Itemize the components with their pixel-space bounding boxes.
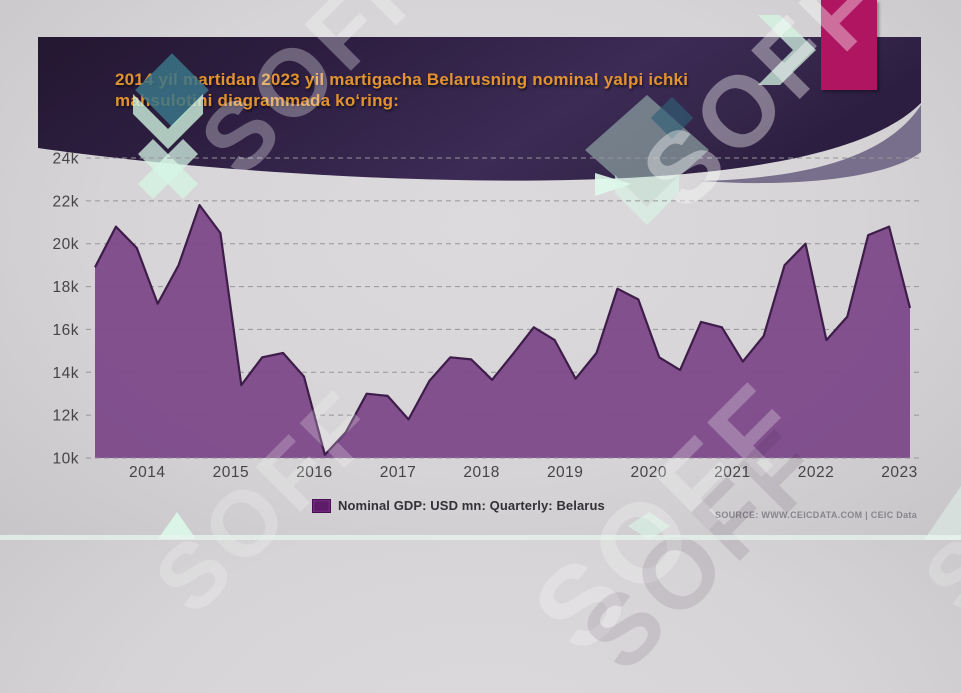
slide-title-line1: 2014 yil martidan 2023 yil martigacha Be… bbox=[115, 70, 689, 89]
soff-logo-watermark bbox=[924, 486, 961, 540]
x-axis-label-2023: 2023 bbox=[881, 464, 917, 481]
header-shadow-swoosh bbox=[700, 105, 921, 184]
x-axis-label-2019: 2019 bbox=[547, 464, 583, 481]
x-axis-label-2015: 2015 bbox=[213, 464, 249, 481]
x-axis-label-2016: 2016 bbox=[296, 464, 332, 481]
bottom-accent-strip bbox=[0, 535, 961, 540]
y-axis-label-24k: 24k bbox=[53, 151, 80, 168]
legend-swatch bbox=[312, 498, 331, 513]
slide-title-line2: mahsulotini diagrammada koʻring: bbox=[115, 90, 400, 110]
y-axis-label-20k: 20k bbox=[53, 236, 80, 253]
y-axis-label-18k: 18k bbox=[53, 279, 80, 296]
x-axis-label-2021: 2021 bbox=[714, 464, 750, 481]
y-axis-label-16k: 16k bbox=[53, 322, 80, 339]
soff-logo-watermark bbox=[585, 95, 709, 225]
x-axis-label-2020: 2020 bbox=[631, 464, 667, 481]
x-axis-label-2022: 2022 bbox=[798, 464, 834, 481]
soff-text-watermark: SOFF bbox=[905, 374, 961, 632]
x-axis-label-2018: 2018 bbox=[463, 464, 499, 481]
y-axis-label-12k: 12k bbox=[53, 408, 80, 425]
source-credit: SOURCE: WWW.CEICDATA.COM | CEIC Data bbox=[715, 510, 917, 520]
accent-bar bbox=[821, 0, 877, 90]
slide-title: 2014 yil martidan 2023 yil martigacha Be… bbox=[115, 70, 835, 111]
area-series-fill bbox=[95, 205, 910, 458]
y-axis-label-22k: 22k bbox=[53, 193, 80, 210]
x-axis-label-2014: 2014 bbox=[129, 464, 165, 481]
area-series-outline bbox=[94, 204, 912, 456]
y-axis-label-14k: 14k bbox=[53, 365, 80, 382]
x-axis-label-2017: 2017 bbox=[380, 464, 416, 481]
soff-text-watermark: SOFF bbox=[560, 407, 846, 692]
chart-legend: Nominal GDP: USD mn: Quarterly: Belarus bbox=[312, 498, 605, 513]
y-axis-label-10k: 10k bbox=[53, 451, 80, 468]
legend-label: Nominal GDP: USD mn: Quarterly: Belarus bbox=[338, 498, 605, 513]
